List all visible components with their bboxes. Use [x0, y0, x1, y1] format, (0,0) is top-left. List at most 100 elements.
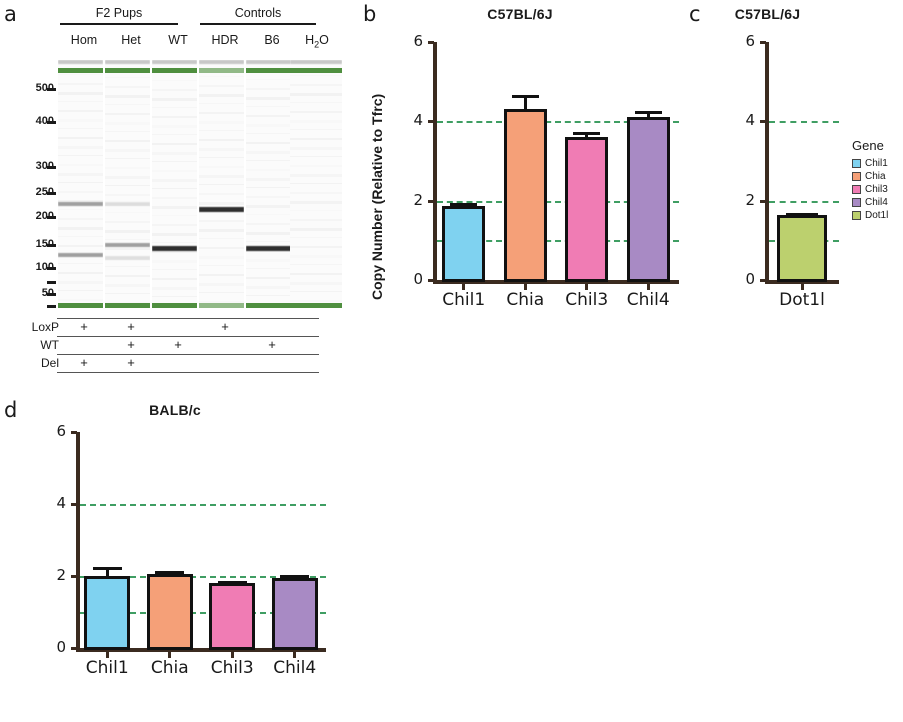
- bar-chil4[interactable]: [626, 116, 670, 282]
- gel-smear: [105, 149, 150, 152]
- x-tick-label-chil3: Chil3: [210, 658, 254, 678]
- ladder-label-500: 500: [35, 82, 54, 94]
- gel-smear: [290, 156, 342, 157]
- gel-smear: [58, 74, 103, 75]
- bar-chia[interactable]: [503, 109, 547, 282]
- gel-lower-marker: [152, 303, 197, 308]
- gel-smear: [58, 92, 103, 95]
- x-axis: [765, 280, 839, 284]
- y-axis: [76, 432, 80, 652]
- gel-smear: [152, 206, 197, 209]
- gel-smear: [199, 112, 244, 114]
- gel-smear: [58, 128, 103, 129]
- bar-dot1l[interactable]: [776, 214, 828, 282]
- gel-smear: [290, 201, 342, 204]
- gel-smear: [290, 264, 342, 265]
- gel-band: [199, 207, 244, 212]
- error-bar-cap: [155, 570, 185, 574]
- error-bar-stem: [523, 94, 527, 110]
- error-bar-cap: [573, 132, 601, 136]
- gel-smear: [246, 214, 291, 215]
- legend-item-dot1l[interactable]: Dot1l: [852, 209, 903, 221]
- gel-smear: [152, 260, 197, 263]
- panel-letter-a: a: [4, 2, 17, 26]
- gel-smear: [199, 274, 244, 276]
- gel-loading-line: [105, 60, 150, 64]
- legend-label: Chil1: [865, 157, 888, 169]
- gel-smear: [199, 148, 244, 151]
- gel-smear: [290, 255, 342, 258]
- y-tick: [428, 279, 434, 282]
- gel-smear: [152, 116, 197, 118]
- gel-smear: [246, 223, 291, 225]
- gel-smear: [246, 124, 291, 127]
- bar-chia[interactable]: [146, 574, 193, 650]
- gel-smear: [246, 151, 291, 154]
- ladder-tick: [47, 88, 56, 91]
- gel-smear: [290, 120, 342, 123]
- legend-item-chil1[interactable]: Chil1: [852, 157, 903, 169]
- gel-smear: [290, 237, 342, 238]
- gel-band: [152, 246, 197, 251]
- legend-swatch-chil1: [852, 158, 861, 168]
- gel-smear: [152, 107, 197, 108]
- y-tick-label-6: 6: [745, 32, 755, 50]
- lane-label-wt: WT: [168, 33, 188, 47]
- legend-item-chia[interactable]: Chia: [852, 170, 903, 182]
- y-tick: [71, 575, 77, 578]
- gel-smear: [58, 182, 103, 183]
- plot-area-b: 0 2 4 6 Chil1 Chia Chil3 Chil4: [393, 32, 685, 320]
- y-tick-label-0: 0: [413, 270, 423, 288]
- chart-legend: Gene Chil1 Chia Chil3 Chil4 Dot1l: [852, 138, 903, 222]
- table-mark: +: [80, 319, 88, 334]
- x-tick: [800, 284, 804, 290]
- y-tick: [71, 431, 77, 434]
- x-tick-label-chil4: Chil4: [626, 290, 670, 310]
- lane-label-h2o: H2O: [305, 33, 329, 50]
- reference-line-4: [80, 504, 326, 506]
- gel-smear: [290, 111, 342, 113]
- legend-swatch-chil4: [852, 197, 861, 207]
- gel-smear: [58, 218, 103, 220]
- reference-line-1: [437, 240, 679, 243]
- bar-chil3[interactable]: [565, 137, 609, 282]
- chart-title-c: C57BL/6J: [734, 6, 801, 22]
- ladder-tick: [47, 121, 56, 124]
- y-tick-label-6: 6: [56, 422, 66, 440]
- gel-smear: [58, 164, 103, 166]
- gel-band: [246, 246, 291, 251]
- legend-item-chil3[interactable]: Chil3: [852, 183, 903, 195]
- gel-upper-marker: [105, 68, 150, 73]
- legend-item-chil4[interactable]: Chil4: [852, 196, 903, 208]
- reference-line-1: [80, 612, 326, 614]
- gel-smear: [290, 183, 342, 184]
- gel-upper-marker: [152, 68, 197, 73]
- gel-smear: [58, 146, 103, 149]
- gel-smear: [246, 178, 291, 181]
- bar-chil1[interactable]: [84, 576, 131, 650]
- bar-chil3[interactable]: [209, 583, 256, 650]
- bar-chil4[interactable]: [271, 577, 318, 650]
- x-tick: [462, 284, 466, 290]
- y-tick: [428, 41, 434, 44]
- gel-smear: [105, 131, 150, 132]
- gel-smear: [152, 278, 197, 280]
- reference-line-4: [437, 121, 679, 124]
- ladder-tick: [47, 305, 56, 308]
- table-rule: [57, 372, 319, 373]
- gel-smear: [199, 166, 244, 168]
- ladder-tick: [47, 192, 56, 195]
- gel-band: [105, 202, 150, 206]
- y-tick-label-2: 2: [413, 190, 423, 209]
- lane-label-hdr: HDR: [211, 33, 239, 47]
- table-rule: [57, 318, 319, 319]
- gel-lower-marker: [246, 303, 291, 308]
- bar-chil1[interactable]: [442, 205, 486, 282]
- gel-smear: [152, 89, 197, 91]
- gel-smear: [199, 121, 244, 124]
- table-mark: +: [174, 337, 182, 352]
- panel-a-gel: a F2 Pups Controls Hom Het WT HDR B6 H2O…: [0, 0, 350, 392]
- gel-smear: [152, 134, 197, 135]
- table-rule: [57, 336, 319, 337]
- gel-lower-marker: [290, 303, 342, 308]
